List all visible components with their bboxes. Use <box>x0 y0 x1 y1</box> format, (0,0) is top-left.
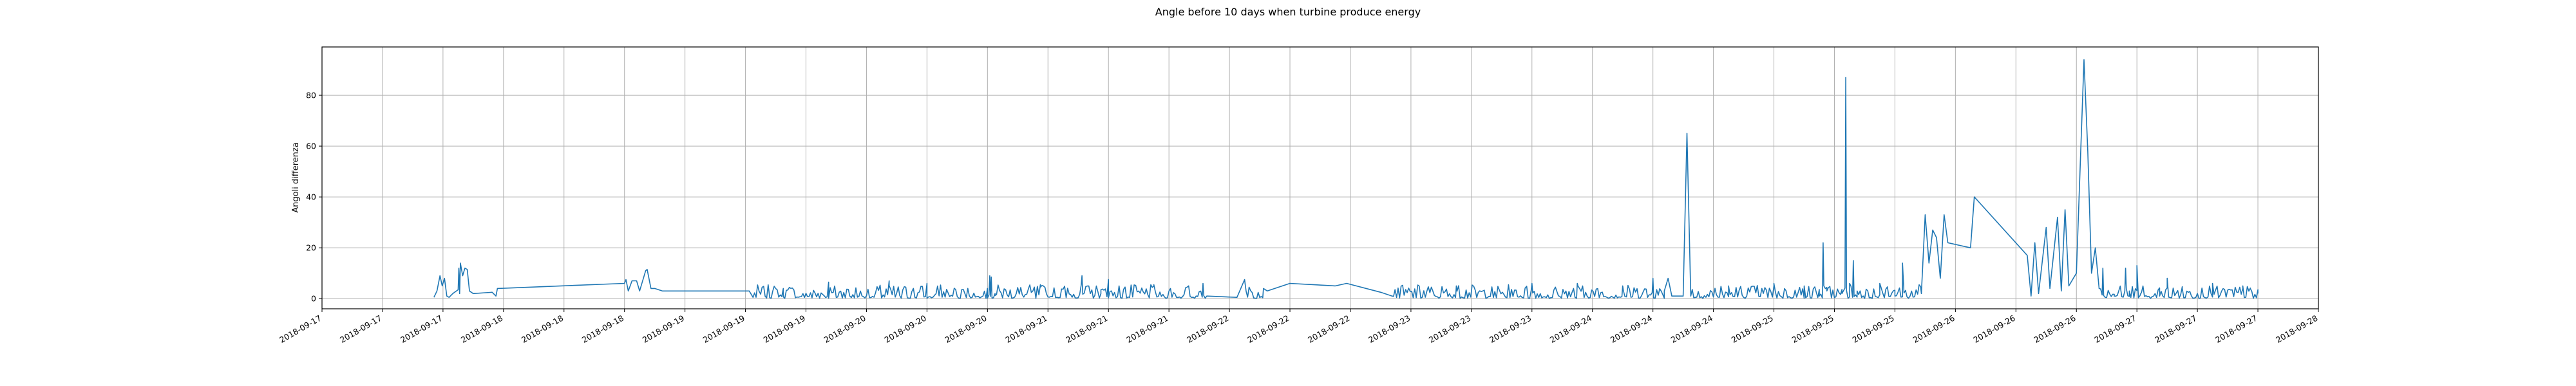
y-tick-label: 40 <box>306 192 316 202</box>
x-tick-label: 2018-09-24 <box>1548 313 1593 345</box>
x-tick-label: 2018-09-21 <box>1003 313 1048 345</box>
chart-title: Angle before 10 days when turbine produc… <box>1155 6 1421 18</box>
x-tick-label: 2018-09-22 <box>1185 313 1230 345</box>
y-tick-label: 20 <box>306 243 316 253</box>
x-tick-label: 2018-09-17 <box>399 313 444 345</box>
angle-series-line <box>433 59 2259 299</box>
x-tick-label: 2018-09-20 <box>882 313 927 345</box>
x-tick-label: 2018-09-18 <box>520 313 565 345</box>
grid <box>321 47 2319 309</box>
x-tick-label: 2018-09-19 <box>641 313 686 345</box>
x-tick-label: 2018-09-27 <box>2092 313 2137 345</box>
x-tick-label: 2018-09-28 <box>2274 313 2319 345</box>
y-axis: 0 20 40 60 80 <box>306 91 322 304</box>
x-tick-label: 2018-09-20 <box>943 313 988 345</box>
x-tick-label: 2018-09-18 <box>459 313 504 345</box>
x-tick-label: 2018-09-22 <box>1245 313 1291 345</box>
x-tick-label: 2018-09-22 <box>1306 313 1351 345</box>
x-tick-label: 2018-09-17 <box>338 313 383 345</box>
x-tick-label: 2018-09-26 <box>2032 313 2077 345</box>
plot-frame <box>321 46 2319 309</box>
x-tick-label: 2018-09-23 <box>1488 313 1533 345</box>
y-tick-label: 0 <box>311 294 316 304</box>
x-tick-label: 2018-09-25 <box>1790 313 1835 345</box>
x-tick-label: 2018-09-23 <box>1367 313 1412 345</box>
x-tick-label: 2018-09-23 <box>1427 313 1472 345</box>
x-tick-label: 2018-09-21 <box>1124 313 1170 345</box>
y-tick-label: 80 <box>306 91 316 100</box>
y-axis-label: Angoli differenza <box>291 142 301 213</box>
y-tick-label: 60 <box>306 142 316 151</box>
x-tick-label: 2018-09-17 <box>278 313 323 345</box>
series-layer <box>433 59 2259 299</box>
x-tick-label: 2018-09-26 <box>1911 313 1956 345</box>
x-tick-label: 2018-09-18 <box>580 313 625 345</box>
x-tick-label: 2018-09-27 <box>2213 313 2259 345</box>
x-tick-label: 2018-09-24 <box>1609 313 1654 345</box>
x-tick-label: 2018-09-25 <box>1730 313 1775 345</box>
x-tick-label: 2018-09-19 <box>762 313 807 345</box>
x-tick-label: 2018-09-25 <box>1851 313 1896 345</box>
x-tick-label: 2018-09-24 <box>1669 313 1714 345</box>
x-axis: 2018-09-17 2018-09-17 2018-09-17 2018-09-18… <box>278 309 2320 345</box>
x-tick-label: 2018-09-26 <box>1971 313 2016 345</box>
x-tick-label: 2018-09-21 <box>1064 313 1109 345</box>
x-tick-label: 2018-09-27 <box>2153 313 2198 345</box>
x-tick-label: 2018-09-19 <box>701 313 746 345</box>
x-tick-label: 2018-09-20 <box>822 313 867 345</box>
